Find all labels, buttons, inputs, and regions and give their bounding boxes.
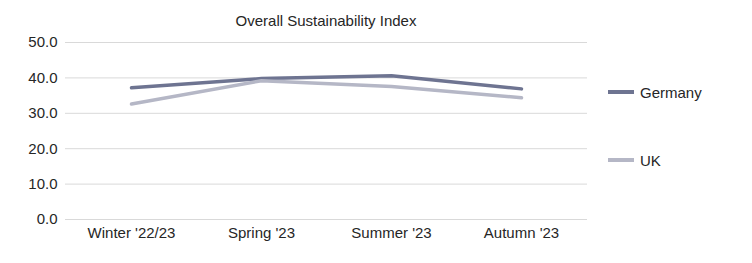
svg-text:30.0: 30.0 xyxy=(28,104,57,121)
svg-text:40.0: 40.0 xyxy=(28,69,57,86)
svg-text:10.0: 10.0 xyxy=(28,175,57,192)
svg-text:50.0: 50.0 xyxy=(28,33,57,50)
svg-text:20.0: 20.0 xyxy=(28,140,57,157)
svg-text:0.0: 0.0 xyxy=(37,210,58,227)
svg-text:Summer '23: Summer '23 xyxy=(351,224,431,241)
svg-text:Autumn '23: Autumn '23 xyxy=(484,224,559,241)
svg-text:Spring '23: Spring '23 xyxy=(228,224,295,241)
svg-text:Winter '22/23: Winter '22/23 xyxy=(88,224,176,241)
html-text:Germany: Germany xyxy=(640,83,702,101)
html-text:Overall Sustainability Index: Overall Sustainability Index xyxy=(235,12,417,29)
html-text:UK: UK xyxy=(640,151,661,169)
